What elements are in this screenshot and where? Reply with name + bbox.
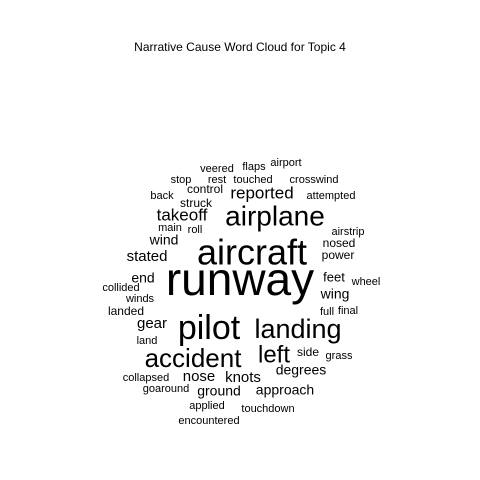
word-runway: runway xyxy=(166,253,314,305)
word-takeoff: takeoff xyxy=(157,205,208,224)
word-final: final xyxy=(338,305,358,317)
word-aircraft: aircraft xyxy=(197,232,307,273)
word-power: power xyxy=(322,248,355,262)
word-touchdown: touchdown xyxy=(241,403,294,415)
word-approach: approach xyxy=(256,382,314,398)
word-side: side xyxy=(297,345,319,359)
word-crosswind: crosswind xyxy=(290,174,339,186)
word-flaps: flaps xyxy=(242,161,266,173)
word-landing: landing xyxy=(254,314,341,344)
word-encountered: encountered xyxy=(178,415,239,427)
word-accident: accident xyxy=(145,343,243,373)
chart-title: Narrative Cause Word Cloud for Topic 4 xyxy=(134,40,346,54)
word-degrees: degrees xyxy=(276,362,327,378)
word-collapsed: collapsed xyxy=(123,372,169,384)
word-goaround: goaround xyxy=(143,383,190,395)
word-grass: grass xyxy=(326,350,353,362)
word-end: end xyxy=(131,270,154,286)
word-stated: stated xyxy=(127,248,168,265)
word-landed: landed xyxy=(108,304,144,318)
word-pilot: pilot xyxy=(178,309,241,347)
word-control: control xyxy=(187,182,223,196)
word-airport: airport xyxy=(270,157,301,169)
word-main: main xyxy=(158,222,182,234)
word-ground: ground xyxy=(197,383,241,399)
word-attempted: attempted xyxy=(307,190,356,202)
word-feet: feet xyxy=(323,269,345,284)
word-touched: touched xyxy=(233,174,272,186)
word-applied: applied xyxy=(189,400,224,412)
word-wind: wind xyxy=(149,232,179,248)
word-knots: knots xyxy=(225,369,261,386)
word-land: land xyxy=(137,335,158,347)
word-collided: collided xyxy=(102,282,139,294)
word-struck: struck xyxy=(180,196,213,210)
word-gear: gear xyxy=(137,315,167,332)
word-veered: veered xyxy=(200,163,234,175)
word-roll: roll xyxy=(188,224,203,236)
word-full: full xyxy=(320,306,334,318)
word-wing: wing xyxy=(320,286,350,302)
word-stop: stop xyxy=(171,174,192,186)
word-rest: rest xyxy=(208,174,226,186)
word-nosed: nosed xyxy=(323,236,356,250)
word-airplane: airplane xyxy=(225,200,325,231)
word-nose: nose xyxy=(183,368,216,385)
word-reported: reported xyxy=(230,183,293,202)
word-airstrip: airstrip xyxy=(331,226,364,238)
word-wheel: wheel xyxy=(351,276,381,288)
word-left: left xyxy=(258,341,290,368)
word-back: back xyxy=(150,190,174,202)
word-winds: winds xyxy=(125,293,155,305)
